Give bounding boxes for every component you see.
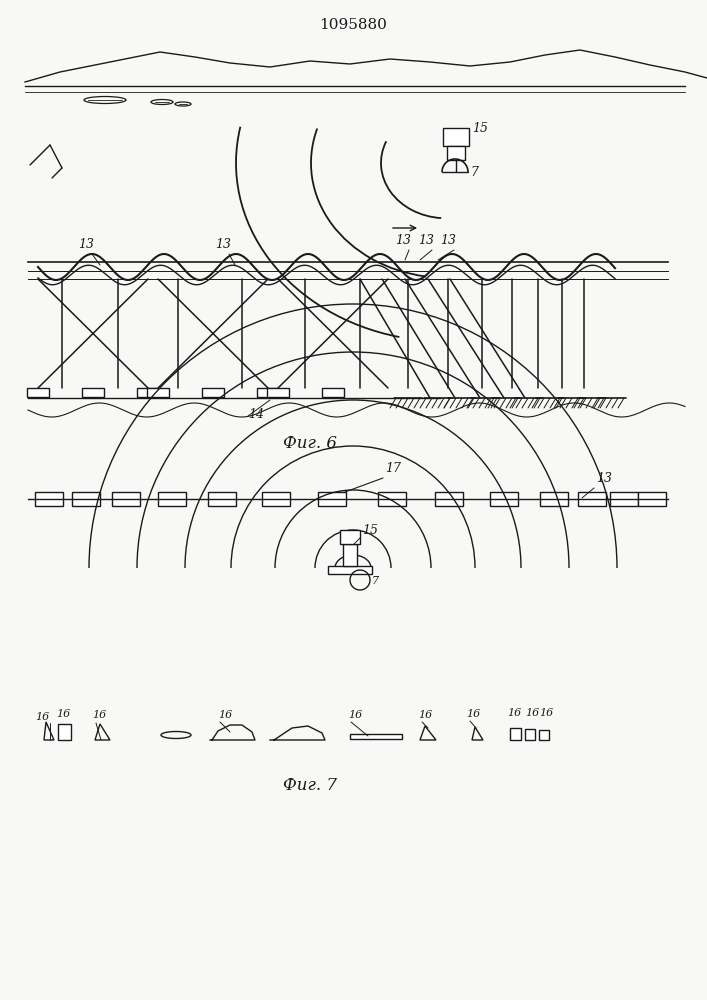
Bar: [343, 544, 357, 566]
Bar: [112, 492, 140, 506]
Bar: [158, 492, 186, 506]
Bar: [318, 492, 346, 506]
Bar: [35, 492, 63, 506]
Text: 16: 16: [539, 708, 554, 718]
Bar: [435, 492, 463, 506]
Text: 15: 15: [472, 122, 488, 135]
Text: 13: 13: [215, 238, 231, 251]
Bar: [137, 388, 159, 397]
Bar: [262, 492, 290, 506]
Text: 17: 17: [385, 462, 401, 475]
Bar: [540, 492, 568, 506]
Bar: [72, 492, 100, 506]
Bar: [378, 492, 406, 506]
Text: 16: 16: [507, 708, 521, 718]
Bar: [147, 388, 169, 397]
Bar: [267, 388, 289, 397]
Bar: [638, 492, 666, 506]
Bar: [82, 388, 104, 397]
Bar: [27, 388, 49, 397]
Text: Фиг. 6: Фиг. 6: [283, 435, 337, 452]
Bar: [610, 492, 638, 506]
Bar: [340, 530, 360, 544]
Text: 15: 15: [362, 524, 378, 537]
Bar: [578, 492, 606, 506]
Text: 13: 13: [440, 234, 456, 247]
Text: 16: 16: [418, 710, 432, 720]
Text: 13: 13: [78, 238, 94, 251]
Text: 16: 16: [92, 710, 106, 720]
Bar: [443, 128, 469, 146]
Text: 13: 13: [395, 234, 411, 247]
Text: 14: 14: [248, 408, 264, 421]
Bar: [490, 492, 518, 506]
Text: 16: 16: [35, 712, 49, 722]
Bar: [58, 724, 71, 740]
Text: 16: 16: [218, 710, 233, 720]
Bar: [447, 146, 465, 160]
Text: 16: 16: [56, 709, 70, 719]
Text: 16: 16: [525, 708, 539, 718]
Bar: [328, 566, 372, 574]
Bar: [510, 728, 521, 740]
Text: 1095880: 1095880: [320, 18, 387, 32]
Bar: [525, 729, 535, 740]
Bar: [539, 730, 549, 740]
Bar: [208, 492, 236, 506]
Text: Фиг. 7: Фиг. 7: [283, 777, 337, 794]
Text: 16: 16: [466, 709, 480, 719]
Bar: [202, 388, 224, 397]
Text: 7: 7: [470, 166, 478, 179]
Bar: [322, 388, 344, 397]
Text: 7: 7: [372, 576, 379, 586]
Text: 16: 16: [348, 710, 362, 720]
Text: 13: 13: [418, 234, 434, 247]
Text: 13: 13: [596, 472, 612, 485]
Bar: [350, 734, 402, 739]
Bar: [257, 388, 279, 397]
